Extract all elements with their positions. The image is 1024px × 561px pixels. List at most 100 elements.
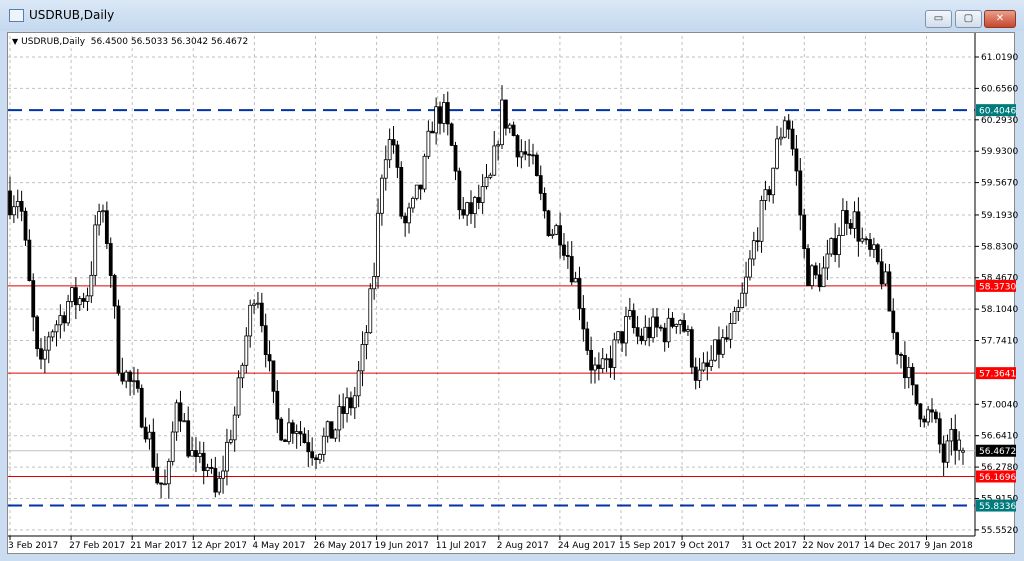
candle-body [678,320,683,325]
chart-area[interactable] [7,32,1015,554]
y-tick-label: 60.6560 [981,84,1018,94]
candle-body [244,335,249,366]
candle-body [399,167,404,217]
candle-body [391,139,396,146]
bullish-candle [124,369,129,389]
candle-body [457,170,462,211]
candle-body [465,202,470,216]
bearish-candle [155,453,160,485]
dropdown-triangle-icon[interactable]: ▼ [12,37,19,46]
candle-body [147,431,152,440]
candle-body [155,466,160,484]
candle-body [755,240,760,243]
candle-body [283,439,287,442]
bearish-candle [430,121,435,134]
bearish-candle [767,185,772,202]
level-price-label: 57.3641 [979,370,1016,380]
bearish-candle [449,122,454,147]
bearish-candle [538,165,543,201]
bearish-candle [457,167,462,220]
bearish-candle [116,299,121,376]
bearish-candle [620,331,624,352]
x-tick-label: 12 Apr 2017 [191,541,247,551]
bullish-candle [372,262,377,300]
candle-body [899,354,903,356]
candle-body [558,225,563,246]
candle-body [19,200,24,212]
bearish-candle [263,313,268,368]
candle-body [85,295,90,302]
candle-body [674,323,679,327]
candle-body [744,276,748,294]
level-price-label: 55.8336 [979,502,1016,512]
bearish-candle [546,209,551,237]
bullish-candle [414,184,419,201]
bullish-candle [678,319,683,335]
candle-body [469,202,473,215]
y-tick-label: 58.4670 [981,274,1018,284]
bearish-candle [806,244,810,287]
bearish-candle [445,91,450,136]
candle-body [844,210,849,224]
candle-body [135,380,140,389]
y-tick-label: 59.5670 [981,179,1018,189]
candle-body [70,287,74,302]
candle-body [352,395,357,409]
bullish-candle [732,306,737,324]
bearish-candle [937,412,942,454]
bearish-candle [864,236,869,245]
candle-body [66,301,71,324]
bearish-candle [139,384,144,429]
candle-body [953,429,958,451]
candle-body [933,411,938,420]
bearish-candle [418,184,423,200]
candle-body [813,265,818,276]
bullish-candle [252,299,256,314]
candle-body [279,418,284,441]
bearish-candle [918,402,923,428]
bearish-candle [581,295,586,342]
candle-body [376,212,380,277]
candle-body [151,431,156,468]
bullish-candle [713,339,717,362]
minimize-button[interactable]: ▭ [925,10,952,28]
bearish-candle [662,322,667,352]
bearish-candle [108,237,113,288]
candle-body [430,130,435,134]
y-tick-label: 58.1040 [981,305,1018,315]
candle-body [531,154,535,157]
bullish-candle [507,122,512,134]
y-tick-label: 57.0040 [981,400,1018,410]
candle-body [771,167,776,196]
maximize-button[interactable]: ▢ [955,10,982,28]
candle-body [306,442,311,453]
bullish-candle [686,325,690,336]
bearish-candle [585,321,590,356]
bullish-candle [426,120,431,160]
bullish-candle [550,228,555,239]
candle-body [922,418,927,423]
bullish-candle [748,250,752,281]
candle-body [112,275,117,307]
candle-body [23,210,28,241]
candle-body [720,337,725,355]
bullish-candle [248,299,253,348]
candle-body [647,326,652,339]
candle-body [290,422,295,434]
close-button[interactable]: ✕ [984,10,1016,28]
bearish-candle [755,227,760,252]
level-price-label-bg [976,279,1016,292]
candle-body [620,331,624,344]
candle-body [573,278,578,283]
bullish-candle [961,447,965,465]
candle-body [15,200,20,208]
bearish-candle [186,406,191,459]
x-tick-label: 22 Nov 2017 [802,541,860,551]
bullish-candle [624,306,628,357]
bearish-candle [178,390,183,432]
bearish-candle [403,212,408,237]
candle-body [124,371,129,382]
candle-body [73,287,78,306]
bullish-candle [337,394,342,442]
